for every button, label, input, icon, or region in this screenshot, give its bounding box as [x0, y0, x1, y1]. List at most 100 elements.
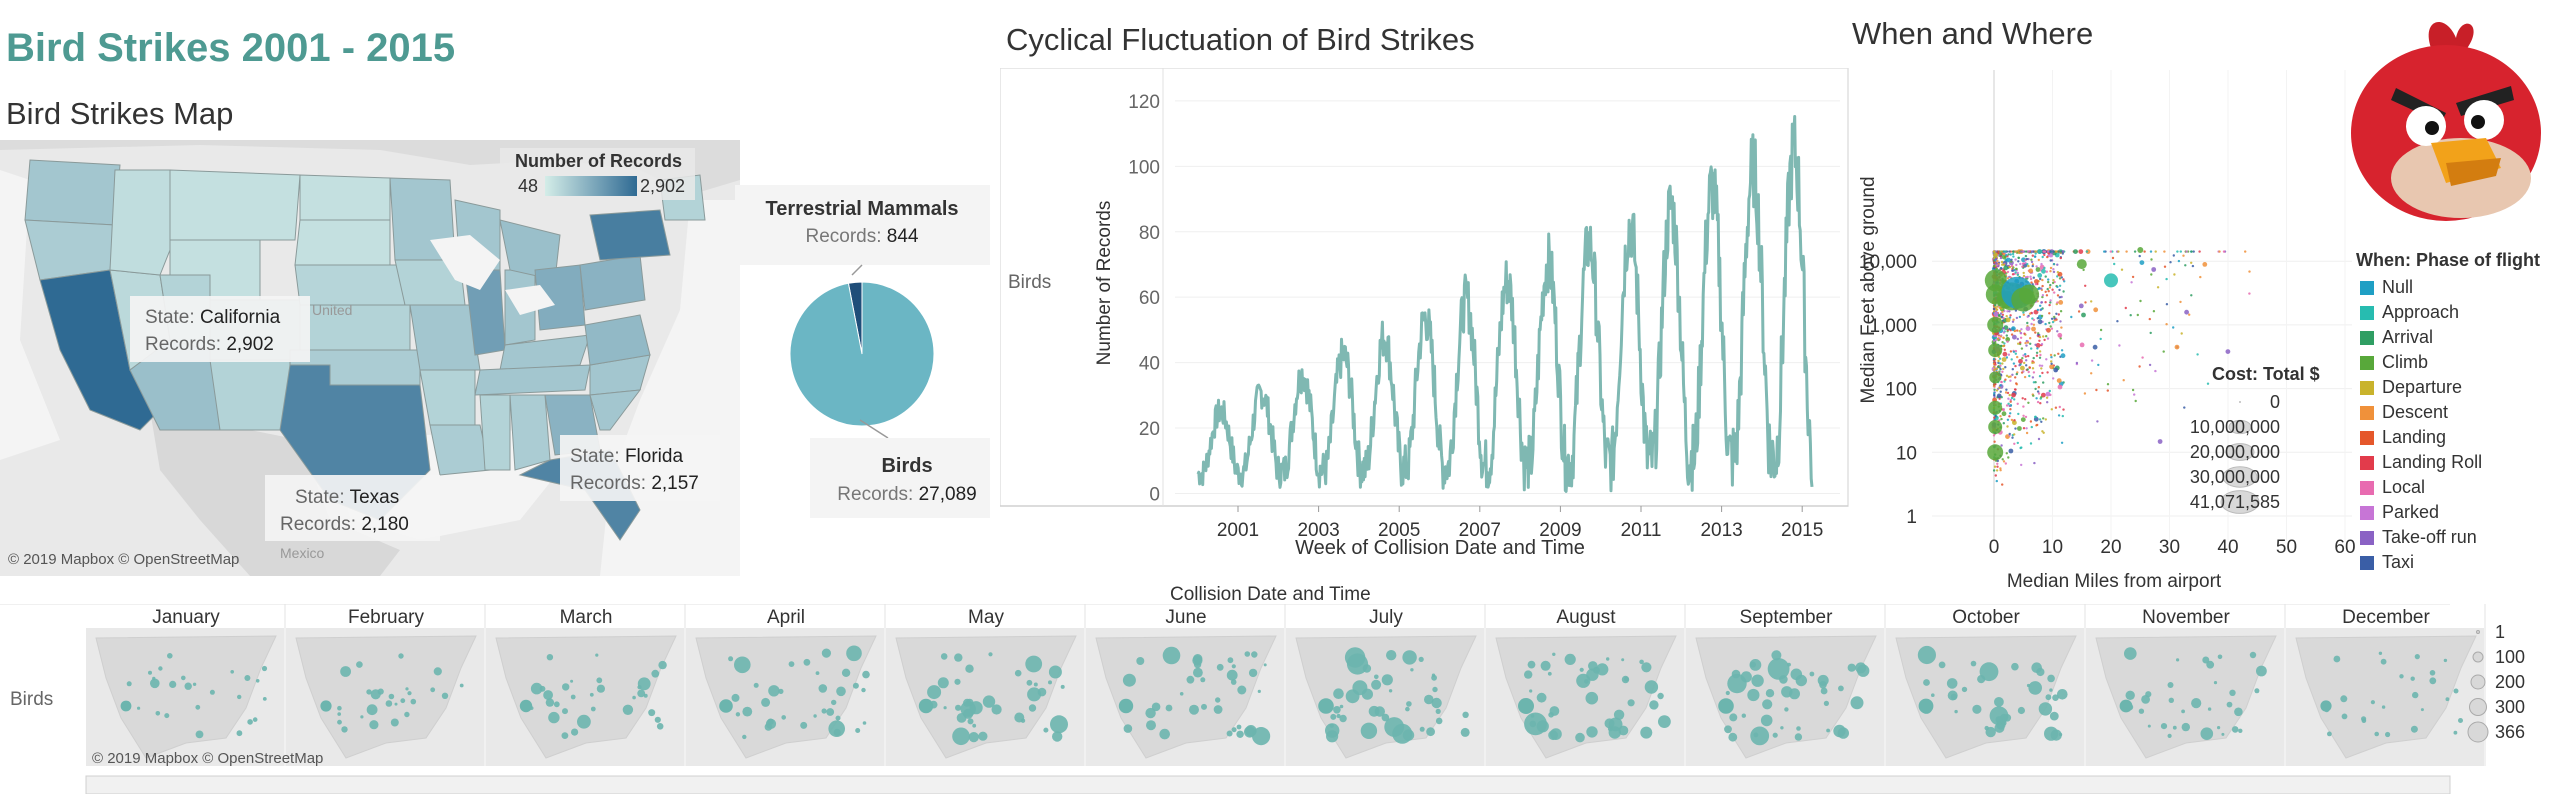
month-strike-dot [539, 685, 546, 692]
month-strike-dot [2206, 660, 2215, 669]
scatter-point [2037, 249, 2043, 255]
svg-text:Records: 27,089: Records: 27,089 [837, 484, 976, 505]
line-chart[interactable]: Birds Number of Records 020406080100120 … [1000, 68, 1860, 568]
phase-legend-item[interactable]: Landing Roll [2356, 450, 2546, 475]
scatter-chart[interactable]: Median Feet above ground 1101001,00010,0… [1852, 60, 2372, 600]
scatter-point [2025, 326, 2031, 331]
month-strike-dot [982, 695, 996, 708]
month-strike-dot [765, 718, 777, 729]
phase-legend-item[interactable]: Approach [2356, 300, 2546, 325]
month-land [1095, 635, 1277, 759]
pie-chart[interactable]: Terrestrial Mammals Records: 844 Birds R… [720, 170, 1000, 520]
scatter-point [2005, 404, 2009, 407]
scatter-point [2006, 418, 2010, 421]
scatter-point [2014, 364, 2017, 368]
month-strike-dot [815, 671, 820, 675]
phase-legend-item[interactable]: Take-off run [2356, 525, 2546, 550]
scatter-point [2056, 275, 2059, 278]
month-strike-dot [972, 723, 977, 728]
scatter-point [2045, 396, 2049, 399]
scatter-point [2056, 294, 2060, 297]
phase-legend-item[interactable]: Climb [2356, 350, 2546, 375]
size-legend-symbol [2467, 721, 2489, 743]
phase-legend-item[interactable]: Departure [2356, 375, 2546, 400]
phase-legend-item[interactable]: Arrival [2356, 325, 2546, 350]
scatter-point [2057, 352, 2060, 355]
cost-legend-label: 0 [2270, 392, 2280, 412]
month-strike-dot [1781, 686, 1793, 698]
callout-california: State: California Records: 2,902 [130, 296, 310, 362]
scatter-points[interactable] [1984, 247, 2251, 486]
scatter-point [2049, 299, 2052, 302]
phase-swatch [2360, 455, 2374, 470]
phase-legend-item[interactable]: Taxi [2356, 550, 2546, 575]
line-ytick-label: 60 [1139, 288, 1160, 309]
scatter-point [2062, 290, 2065, 293]
scatter-point [2002, 351, 2008, 357]
svg-text:Records: 2,157: Records: 2,157 [570, 473, 699, 494]
month-strike-dot [158, 666, 163, 671]
horizontal-scrollbar[interactable] [85, 775, 2451, 794]
scatter-point [2196, 353, 2199, 356]
month-strike-dot [548, 711, 560, 724]
scatter-point [2133, 250, 2137, 253]
month-strike-dot [1584, 679, 1589, 684]
scatter-point [2037, 319, 2043, 325]
scatter-point [2036, 390, 2040, 393]
month-strike-dot [1386, 650, 1397, 661]
scatter-point [2154, 369, 2157, 373]
line-series-birds[interactable] [1196, 115, 1814, 493]
state-shape [299, 174, 391, 221]
scatter-point [2165, 303, 2169, 306]
scatter-point [1995, 389, 1999, 392]
phase-legend-item[interactable]: Landing [2356, 425, 2546, 450]
scatter-point [2052, 268, 2055, 271]
month-strike-dot [1946, 678, 1958, 689]
month-strike-dot [1361, 688, 1373, 700]
scatter-xlabel: Median Miles from airport [2007, 571, 2222, 592]
scatter-point [1995, 469, 1999, 472]
scatter-point [2010, 396, 2014, 400]
scatter-point [2007, 402, 2010, 405]
state-shape [589, 389, 642, 431]
scatter-point [2025, 364, 2028, 367]
phase-swatch [2360, 530, 2374, 545]
pie-slice-birds[interactable] [789, 281, 935, 427]
month-strike-dot [1435, 708, 1441, 714]
scatter-point [2053, 367, 2059, 373]
phase-legend-item[interactable]: Local [2356, 475, 2546, 500]
svg-text:Records: 2,902: Records: 2,902 [145, 334, 274, 355]
phase-legend-item[interactable]: Null [2356, 275, 2546, 300]
month-strike-dot [2249, 651, 2257, 659]
month-strike-dot [1402, 650, 1417, 665]
callout-fl-records: 2,157 [651, 473, 699, 494]
line-chart-title: Cyclical Fluctuation of Bird Strikes [1006, 22, 1475, 57]
scatter-point [2117, 250, 2120, 253]
month-strike-dot [2410, 676, 2415, 681]
scatter-point [2016, 402, 2019, 405]
scatter-title: When and Where [1852, 16, 2094, 51]
month-strike-dot [2191, 698, 2202, 709]
monthly-maps[interactable]: Birds January February March April May June Ju… [0, 604, 2550, 794]
scatter-point [2024, 353, 2027, 356]
scatter-point [2029, 275, 2032, 278]
month-strike-dot [753, 682, 759, 688]
month-strike-dot [803, 658, 811, 666]
month-strike-dot [1527, 660, 1536, 669]
bird-strikes-map[interactable]: United Mexico Number of Records 48 2,902… [0, 140, 740, 576]
scatter-point [2023, 332, 2026, 335]
scatter-point [2036, 308, 2040, 312]
phase-legend-item[interactable]: Parked [2356, 500, 2546, 525]
scatter-ytick-label: 1 [1906, 507, 1917, 528]
cost-legend-label: 30,000,000 [2190, 467, 2280, 487]
scatter-point [1995, 338, 1998, 342]
month-strike-dot [1384, 717, 1405, 737]
month-strike-dot [137, 706, 141, 710]
month-panel-june: June [1086, 604, 1286, 766]
month-strike-dot [441, 692, 449, 699]
month-strike-dot [366, 704, 378, 716]
phase-legend-item[interactable]: Descent [2356, 400, 2546, 425]
line-xtick-label: 2001 [1217, 520, 1259, 541]
line-xtick-label: 2007 [1459, 520, 1501, 541]
month-strike-dot [1136, 657, 1145, 665]
